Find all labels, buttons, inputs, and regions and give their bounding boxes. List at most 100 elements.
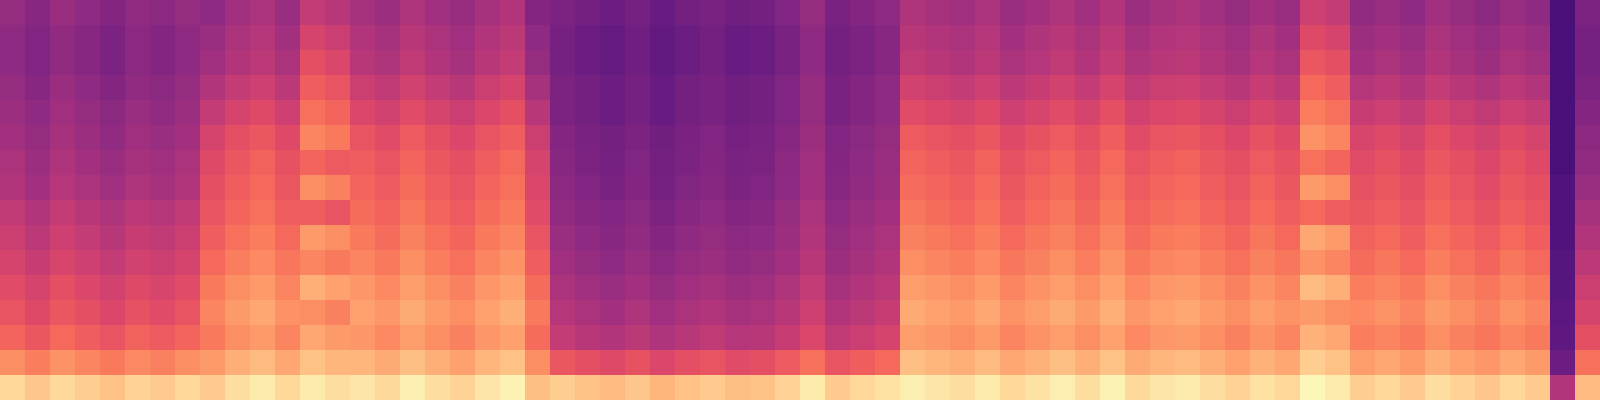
heatmap-cell [1525,300,1551,326]
heatmap-cell [950,325,976,351]
heatmap-cell [125,200,151,226]
heatmap-cell [750,150,776,176]
heatmap-cell [1225,300,1251,326]
heatmap-cell [775,125,801,151]
heatmap-cell [250,25,276,51]
heatmap-cell [75,175,101,201]
heatmap-cell [1525,350,1551,376]
heatmap-cell [325,250,351,276]
heatmap-cell [375,200,401,226]
heatmap-cell [1350,275,1376,301]
heatmap-cell [750,300,776,326]
heatmap-cell [75,375,101,400]
heatmap-cell [1500,125,1526,151]
heatmap-cell [600,225,626,251]
heatmap-cell [950,375,976,400]
heatmap-cell [550,150,576,176]
heatmap-cell [425,225,451,251]
heatmap-cell [625,275,651,301]
heatmap-cell [975,300,1001,326]
heatmap-cell [1350,200,1376,226]
heatmap-cell [1425,50,1451,76]
heatmap-cell [200,375,226,400]
heatmap-cell [1000,0,1026,26]
heatmap-cell [1100,50,1126,76]
heatmap-cell [0,50,26,76]
heatmap-cell [150,250,176,276]
heatmap-cell [800,175,826,201]
heatmap-cell [775,175,801,201]
heatmap-cell [525,0,551,26]
heatmap-cell [1450,100,1476,126]
heatmap-cell [525,100,551,126]
heatmap-cell [300,0,326,26]
heatmap-cell [150,0,176,26]
heatmap-cell [175,300,201,326]
heatmap-cell [275,250,301,276]
heatmap-cell [1575,250,1600,276]
heatmap-cell [1450,75,1476,101]
heatmap-cell [1025,125,1051,151]
heatmap-cell [175,50,201,76]
heatmap-cell [1225,250,1251,276]
heatmap-cell [475,300,501,326]
heatmap-cell [1350,225,1376,251]
heatmap-cell [1375,325,1401,351]
heatmap-cell [1050,75,1076,101]
heatmap-cell [625,75,651,101]
heatmap-cell [1325,350,1351,376]
heatmap-cell [1375,275,1401,301]
heatmap-cell [1250,350,1276,376]
heatmap-cell [825,175,851,201]
heatmap-cell [700,75,726,101]
heatmap-cell [875,75,901,101]
heatmap-cell [325,100,351,126]
heatmap-cell [50,25,76,51]
heatmap-cell [350,250,376,276]
heatmap-cell [750,75,776,101]
heatmap-cell [300,175,326,201]
heatmap-cell [1525,125,1551,151]
heatmap-cell [225,200,251,226]
heatmap-cell [750,100,776,126]
heatmap-cell [1300,150,1326,176]
heatmap-cell [1100,0,1126,26]
heatmap-cell [125,100,151,126]
heatmap-cell [1425,100,1451,126]
heatmap-cell [200,250,226,276]
heatmap-cell [725,100,751,126]
heatmap-cell [1075,25,1101,51]
heatmap-cell [1425,325,1451,351]
heatmap-cell [1425,150,1451,176]
heatmap-cell [450,375,476,400]
heatmap-cell [450,200,476,226]
heatmap-cell [375,300,401,326]
heatmap-cell [1100,350,1126,376]
heatmap-cell [925,300,951,326]
heatmap-cell [1125,225,1151,251]
heatmap-cell [1125,250,1151,276]
heatmap-cell [200,200,226,226]
heatmap-cell [650,350,676,376]
heatmap-cell [50,250,76,276]
heatmap-cell [875,100,901,126]
heatmap-cell [400,100,426,126]
heatmap-cell [625,300,651,326]
heatmap-cell [1300,200,1326,226]
heatmap-cell [875,175,901,201]
heatmap-cell [850,375,876,400]
heatmap-cell [1350,375,1376,400]
heatmap-cell [650,375,676,400]
heatmap-cell [475,250,501,276]
heatmap-cell [150,100,176,126]
heatmap-cell [1475,350,1501,376]
heatmap-cell [700,125,726,151]
heatmap-cell [1050,100,1076,126]
heatmap-cell [200,100,226,126]
heatmap-cell [325,325,351,351]
heatmap-cell [1200,100,1226,126]
heatmap-cell [300,150,326,176]
heatmap-cell [600,0,626,26]
heatmap-cell [425,75,451,101]
heatmap-cell [175,275,201,301]
